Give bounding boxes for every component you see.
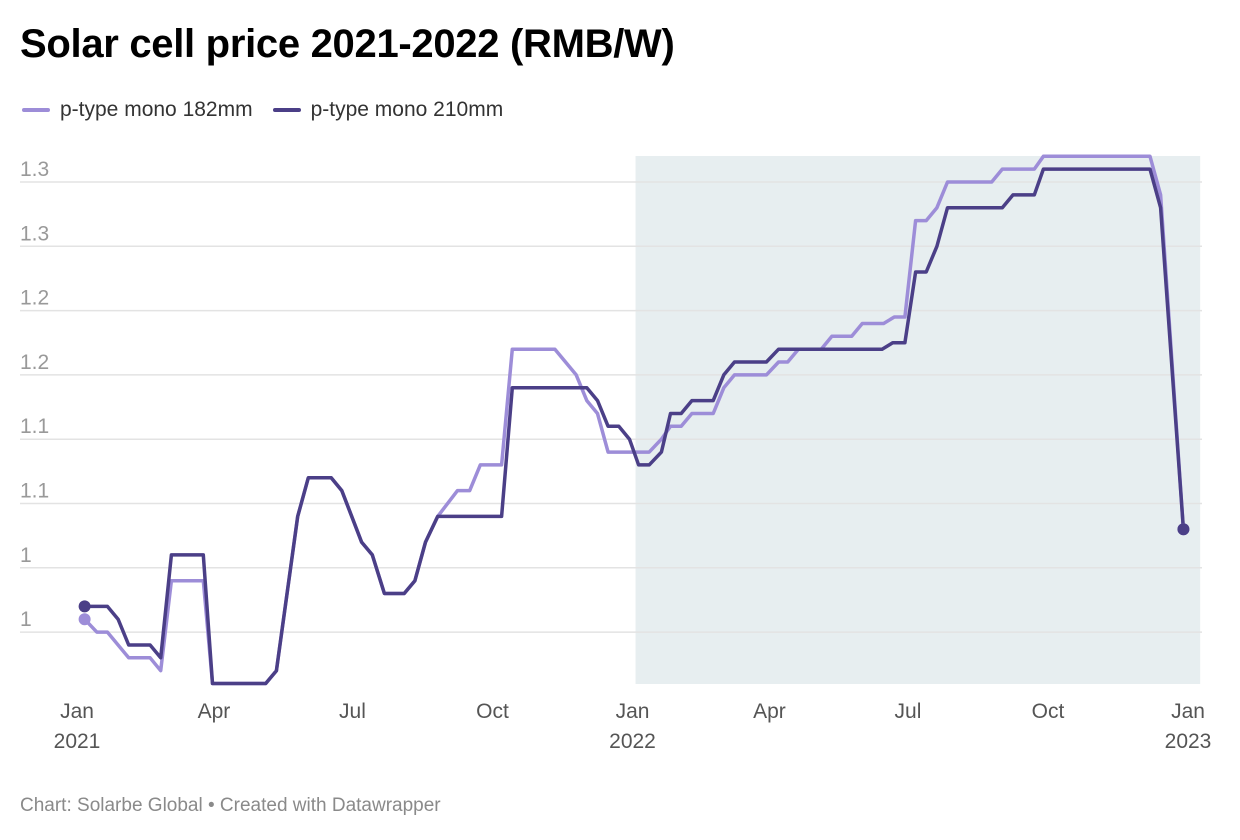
legend-label: p-type mono 210mm	[310, 98, 504, 121]
y-tick-label: 1.3	[20, 222, 49, 245]
y-tick-label: 1.2	[20, 351, 49, 374]
highlight-region-2022	[635, 156, 1201, 684]
legend-item-182mm: p-type mono 182mm	[22, 98, 253, 122]
series-end-point	[1177, 523, 1190, 536]
y-tick-label: 1.2	[20, 287, 49, 310]
y-tick-label: 1.1	[20, 480, 49, 503]
legend-item-210mm: p-type mono 210mm	[272, 98, 504, 122]
series-start-point	[78, 613, 91, 626]
y-tick-label: 1	[20, 608, 32, 631]
x-tick-label: Oct	[476, 700, 509, 723]
y-tick-label: 1.1	[20, 415, 49, 438]
x-tick-label: Jul	[339, 700, 366, 723]
legend-swatch	[272, 108, 301, 112]
y-tick-label: 1.3	[20, 158, 49, 181]
series-line-210mm	[82, 167, 1186, 686]
x-tick-label: Jul	[895, 700, 922, 723]
y-tick-label: 1	[20, 544, 32, 567]
x-tick-year-label: 2021	[54, 730, 101, 753]
x-tick-year-label: 2023	[1165, 730, 1212, 753]
series-start-point	[78, 600, 91, 613]
legend-swatch	[22, 108, 50, 112]
x-tick-year-label: 2022	[609, 730, 656, 753]
x-tick-label: Jan	[616, 700, 650, 723]
chart-title: Solar cell price 2021-2022 (RMB/W)	[20, 22, 675, 66]
legend: p-type mono 182mm p-type mono 210mm	[22, 98, 503, 122]
legend-label: p-type mono 182mm	[60, 98, 253, 121]
x-tick-label: Jan	[1171, 700, 1205, 723]
chart-footer: Chart: Solarbe Global • Created with Dat…	[20, 795, 441, 816]
x-tick-label: Jan	[60, 700, 94, 723]
x-tick-label: Apr	[198, 700, 231, 723]
x-tick-label: Oct	[1032, 700, 1065, 723]
x-tick-label: Apr	[753, 700, 786, 723]
